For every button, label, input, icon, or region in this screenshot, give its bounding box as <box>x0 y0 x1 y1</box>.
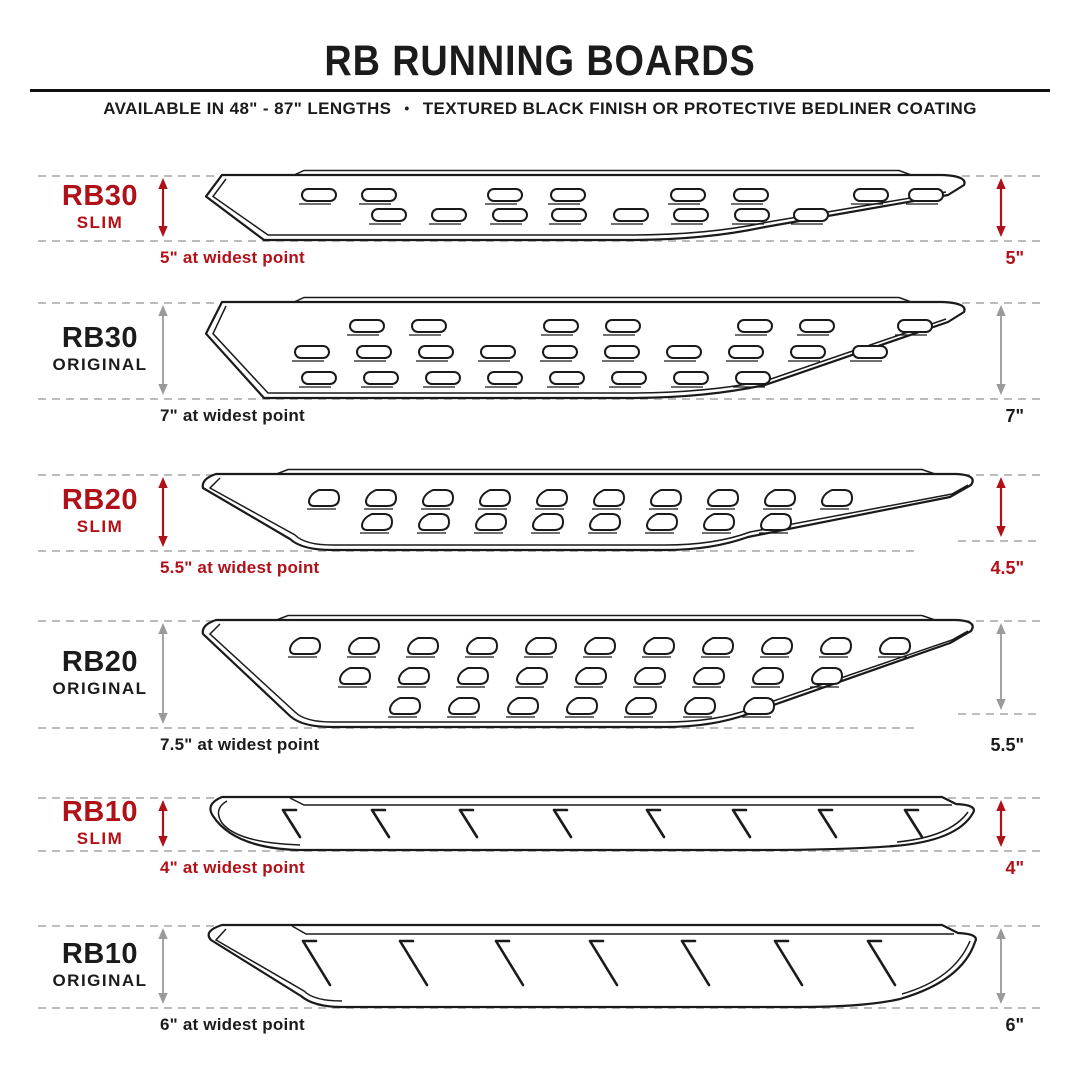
model-name: RB10 <box>61 938 139 970</box>
model-name: RB30 <box>61 322 139 354</box>
running-board-illustration <box>204 296 966 400</box>
end-height-arrow-icon <box>996 178 1006 237</box>
end-height-label: 5.5" <box>990 735 1024 755</box>
running-board-illustration <box>204 169 966 242</box>
model-variant: SLIM <box>76 517 124 537</box>
model-label: RB20 ORIGINAL <box>22 645 178 698</box>
widest-point-label: 7" at widest point <box>160 406 305 425</box>
model-variant: SLIM <box>76 212 124 232</box>
model-label: RB30 ORIGINAL <box>22 323 178 374</box>
widest-height-arrow-icon <box>158 928 168 1004</box>
widest-height-arrow-icon <box>158 305 168 395</box>
subtitle-bullet-icon: • <box>404 100 410 116</box>
end-height-label: 6" <box>1005 1015 1024 1035</box>
model-label: RB30 SLIM <box>22 179 178 232</box>
end-height-arrow-icon <box>996 623 1006 710</box>
end-height-arrow-icon <box>996 928 1006 1004</box>
end-height-dimension-line <box>958 713 1042 715</box>
end-height-label: 5" <box>1005 248 1024 268</box>
model-name: RB20 <box>61 484 139 516</box>
widest-height-arrow-icon <box>158 623 168 724</box>
end-height-label: 4.5" <box>990 558 1024 578</box>
running-board-illustration <box>207 923 977 1009</box>
model-variant: ORIGINAL <box>52 971 148 991</box>
title-divider <box>30 89 1050 92</box>
widest-point-label: 6" at widest point <box>160 1015 305 1034</box>
model-name: RB30 <box>61 179 139 212</box>
widest-point-label: 5" at widest point <box>160 248 305 267</box>
model-variant: SLIM <box>76 828 124 848</box>
subtitle: AVAILABLE IN 48" - 87" LENGTHS • TEXTURED … <box>0 99 1080 119</box>
end-height-label: 7" <box>1005 406 1024 426</box>
end-height-dimension-line <box>958 540 1042 542</box>
model-variant: ORIGINAL <box>52 355 148 375</box>
widest-height-arrow-icon <box>158 800 168 847</box>
widest-point-label: 5.5" at widest point <box>160 558 320 577</box>
page-title: RB RUNNING BOARDS <box>324 37 756 85</box>
end-height-arrow-icon <box>996 800 1006 847</box>
subtitle-lengths: AVAILABLE IN 48" - 87" LENGTHS <box>103 99 392 118</box>
model-label: RB10 SLIM <box>22 795 178 848</box>
end-height-arrow-icon <box>996 477 1006 537</box>
model-variant: ORIGINAL <box>52 678 148 698</box>
widest-height-arrow-icon <box>158 477 168 547</box>
running-board-illustration <box>201 614 974 729</box>
end-height-label: 4" <box>1005 858 1024 878</box>
end-height-arrow-icon <box>996 305 1006 395</box>
model-label: RB10 ORIGINAL <box>22 939 178 990</box>
model-name: RB20 <box>61 645 139 678</box>
widest-point-label: 7.5" at widest point <box>160 735 320 754</box>
widest-height-arrow-icon <box>158 178 168 237</box>
model-name: RB10 <box>61 795 139 828</box>
widest-point-label: 4" at widest point <box>160 858 305 877</box>
running-board-illustration <box>209 795 975 852</box>
running-board-illustration <box>201 468 974 552</box>
subtitle-finish: TEXTURED BLACK FINISH OR PROTECTIVE BEDL… <box>422 99 977 118</box>
model-label: RB20 SLIM <box>22 485 178 536</box>
